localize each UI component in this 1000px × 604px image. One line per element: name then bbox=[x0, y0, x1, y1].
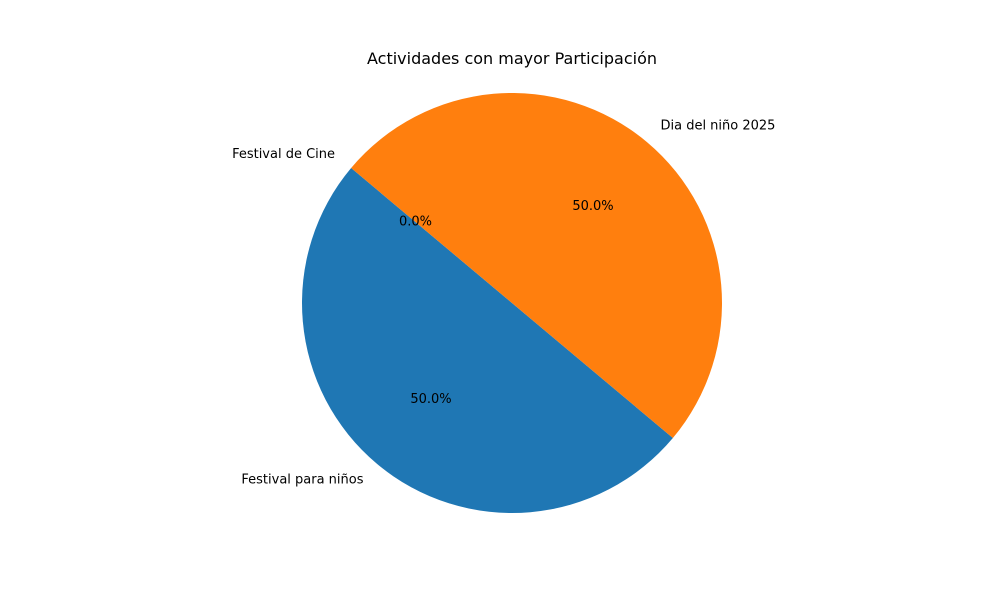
chart-title: Actividades con mayor Participación bbox=[367, 49, 657, 68]
pie-slice-dia-del-nino-2025 bbox=[351, 93, 722, 438]
pie-slices bbox=[302, 93, 722, 514]
pie-slice-festival-para-ninos bbox=[302, 168, 673, 514]
slice-label-festival-de-cine: Festival de Cine bbox=[232, 147, 335, 162]
slice-label-festival-para-ninos: Festival para niños bbox=[241, 472, 363, 487]
pct-label-festival-de-cine: 0.0% bbox=[399, 215, 432, 230]
slice-label-dia-del-nino-2025: Dia del niño 2025 bbox=[660, 119, 775, 134]
pie-labels: Festival para niños 50.0% Dia del niño 202… bbox=[232, 119, 775, 488]
pct-label-dia-del-nino-2025: 50.0% bbox=[572, 199, 613, 214]
pct-label-festival-para-ninos: 50.0% bbox=[410, 392, 451, 407]
